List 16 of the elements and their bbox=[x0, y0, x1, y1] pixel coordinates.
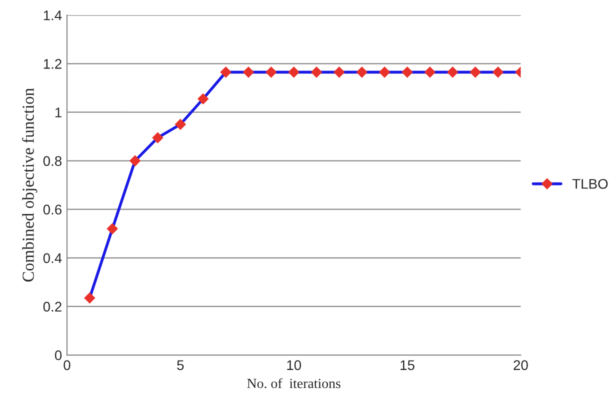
y-tick-label: 0 bbox=[54, 350, 62, 360]
y-tick-label: 0.4 bbox=[43, 253, 62, 264]
y-tick-label: 0.6 bbox=[43, 204, 62, 215]
y-axis-title: Combined objective function bbox=[22, 88, 38, 282]
y-tick-label: 1.4 bbox=[44, 10, 62, 20]
x-tick-label: 15 bbox=[400, 360, 414, 370]
y-tick-label: 0.2 bbox=[43, 302, 62, 312]
legend-label: TLBO bbox=[572, 178, 608, 189]
x-tick-label: 10 bbox=[287, 360, 302, 370]
x-axis-title: No. of iterations bbox=[247, 378, 340, 388]
y-tick-label: 1.2 bbox=[44, 59, 62, 69]
x-tick-label: 20 bbox=[514, 360, 528, 370]
y-tick-label: 1 bbox=[55, 108, 62, 118]
x-tick-label: 0 bbox=[64, 360, 70, 370]
y-tick-label: 0.8 bbox=[43, 156, 62, 166]
x-tick-label: 5 bbox=[177, 360, 184, 370]
